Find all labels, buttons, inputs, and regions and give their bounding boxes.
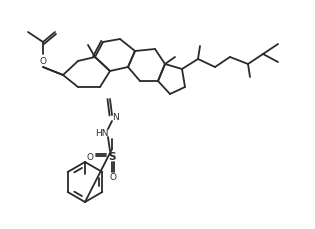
Text: O: O (87, 152, 94, 161)
Text: N: N (112, 113, 118, 122)
Text: O: O (110, 173, 117, 182)
Text: O: O (39, 57, 47, 66)
Text: HN: HN (95, 129, 109, 138)
Text: S: S (108, 151, 116, 161)
